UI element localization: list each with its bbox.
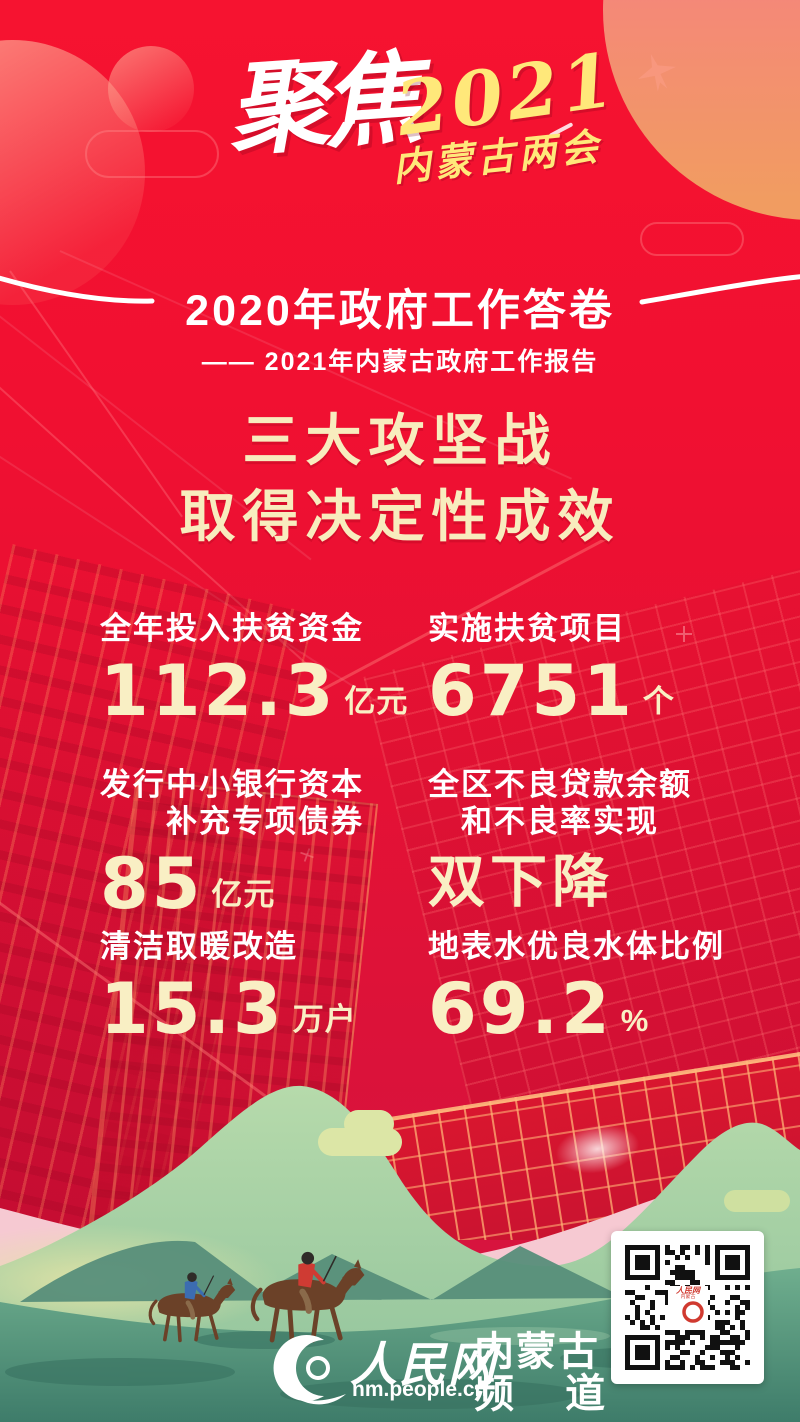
stat-label: 全区不良贷款余额 和不良率实现 xyxy=(428,767,692,839)
qr-logo-mark xyxy=(682,1301,704,1323)
stat-value: 15.3 万户 xyxy=(100,968,430,1050)
headline-line2: 取得决定性成效 xyxy=(179,485,621,548)
stat-clean-heating: 清洁取暖改造 15.3 万户 xyxy=(100,928,430,1050)
dark-mountains xyxy=(20,1240,625,1302)
qr-center-logo: 人民网 内蒙古 xyxy=(668,1286,708,1330)
stat-unit: % xyxy=(620,1003,650,1038)
outline-cloud xyxy=(640,222,744,256)
stat-label: 清洁取暖改造 xyxy=(100,929,298,964)
stat-label: 地表水优良水体比例 xyxy=(428,929,725,964)
stat-number: 双下降 xyxy=(428,849,614,915)
stat-label: 发行中小银行资本 补充专项债券 xyxy=(100,767,364,839)
page-subtitle: —— 2021年内蒙古政府工作报告 xyxy=(201,348,599,376)
stat-unit: 亿元 xyxy=(211,877,276,912)
stat-unit: 个 xyxy=(642,684,675,719)
stat-label: 实施扶贫项目 xyxy=(428,611,626,646)
stat-value: 双下降 xyxy=(428,852,758,912)
stat-value: 112.3 亿元 xyxy=(100,650,430,732)
stat-bank-bonds: 发行中小银行资本 补充专项债券 85 亿元 xyxy=(100,766,430,925)
stat-npl-double-drop: 全区不良贷款余额 和不良率实现 双下降 xyxy=(428,766,758,912)
qr-modules xyxy=(625,1245,750,1370)
horse-rider-small xyxy=(148,1272,236,1343)
stat-number: 85 xyxy=(100,843,204,925)
stat-label: 全年投入扶贫资金 xyxy=(100,611,364,646)
title-swoosh-lines xyxy=(0,274,800,305)
horse-rider-large xyxy=(250,1251,365,1344)
brand-url: nm.people.cn xyxy=(352,1378,488,1401)
stat-number: 15.3 xyxy=(100,968,285,1050)
stat-number: 112.3 xyxy=(100,650,337,732)
stat-unit: 亿元 xyxy=(344,684,409,719)
plains xyxy=(0,1268,800,1422)
stat-value: 69.2 % xyxy=(428,968,758,1050)
footer: 人民网 nm.people.cn 内蒙古 频 道 xyxy=(0,1320,800,1422)
outline-cloud xyxy=(85,130,219,178)
hill-cloud xyxy=(724,1190,790,1212)
soft-light-circle-small xyxy=(108,46,194,132)
stat-number: 69.2 xyxy=(428,968,613,1050)
stat-number: 6751 xyxy=(428,650,635,732)
qr-code: 人民网 内蒙古 xyxy=(611,1231,764,1384)
stat-value: 85 亿元 xyxy=(100,843,430,925)
channel-label: 内蒙古 频 道 xyxy=(474,1330,606,1416)
landscape-illustration xyxy=(0,1085,800,1422)
stat-value: 6751 个 xyxy=(428,650,758,732)
stat-surface-water: 地表水优良水体比例 69.2 % xyxy=(428,928,758,1050)
masthead-logo: 聚焦 2021 内蒙古两会 xyxy=(0,0,800,220)
stat-poverty-projects: 实施扶贫项目 6751 个 xyxy=(428,610,758,732)
peoples-daily-crescent-icon xyxy=(273,1335,346,1405)
headline-line1: 三大攻坚战 xyxy=(242,409,558,472)
hill-cloud xyxy=(318,1110,402,1156)
airplane-icon xyxy=(637,53,677,92)
ground-highlight xyxy=(430,1327,610,1345)
stat-poverty-funds: 全年投入扶贫资金 112.3 亿元 xyxy=(100,610,430,732)
stat-unit: 万户 xyxy=(292,1002,357,1037)
page-title: 2020年政府工作答卷 xyxy=(185,287,615,335)
brand-name: 人民网 xyxy=(350,1338,497,1393)
